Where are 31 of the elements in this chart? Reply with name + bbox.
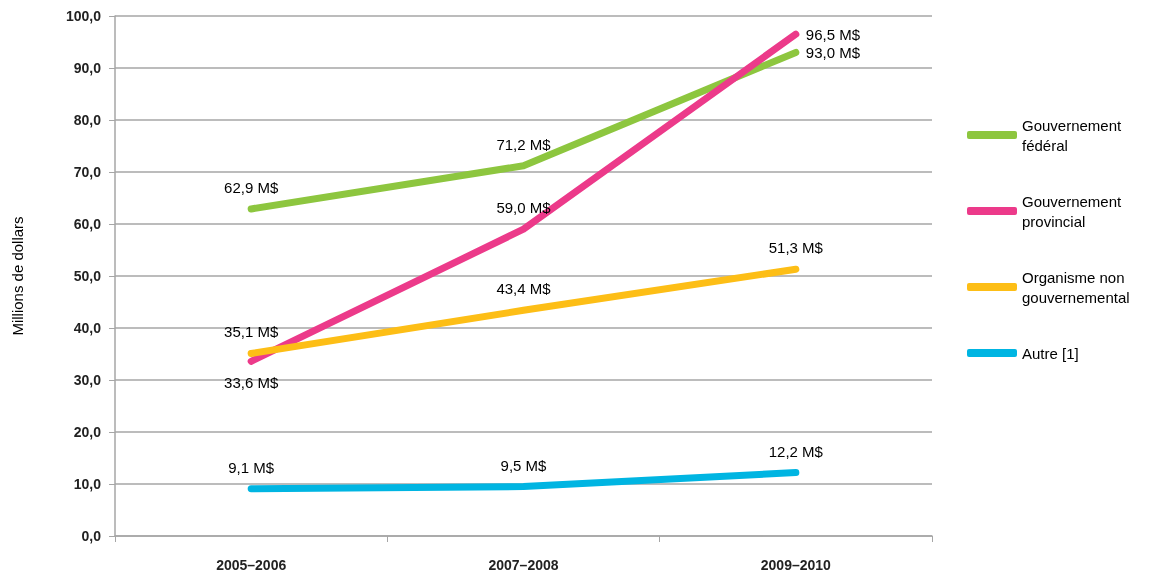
data-label: 9,5 M$ [500,456,548,474]
data-label: 9,1 M$ [228,458,275,476]
y-axis-title: Millions de dollars [9,216,26,336]
y-tick-label: 40,0 [73,320,102,336]
y-tick-label: 20,0 [73,424,102,440]
data-label: 62,9 M$ [224,178,279,196]
y-tick-label: 80,0 [73,112,102,128]
data-label: 96,5 M$ [805,25,861,43]
y-tick-label: 70,0 [73,164,102,180]
data-label: 93,0 M$ [805,43,861,61]
y-tick-label: 60,0 [73,216,102,232]
data-label: 33,6 M$ [224,374,279,392]
legend-label: Organisme non gouvernemental [1022,268,1130,306]
y-tick-label: 90,0 [73,60,102,76]
data-label: 12,2 M$ [768,442,824,460]
legend-label: Gouvernement fédéral [1022,116,1126,154]
x-tick-label: 2005–2006 [216,557,287,573]
y-tick-label: 50,0 [73,268,102,284]
y-tick-label: 0,0 [81,528,102,544]
y-tick-label: 10,0 [73,476,102,492]
data-label: 51,3 M$ [768,239,824,257]
data-label: 43,4 M$ [496,280,552,298]
data-label: 71,2 M$ [496,135,552,153]
legend-label: Gouvernement provincial [1022,192,1126,230]
x-tick-label: 2009–2010 [760,557,832,573]
legend-label: Autre [1] [1022,344,1079,362]
y-tick-label: 30,0 [73,372,102,388]
x-tick-label: 2007–2008 [488,557,559,573]
y-tick-label: 100,0 [65,8,102,24]
data-label: 59,0 M$ [496,199,552,217]
data-label: 35,1 M$ [224,323,279,341]
